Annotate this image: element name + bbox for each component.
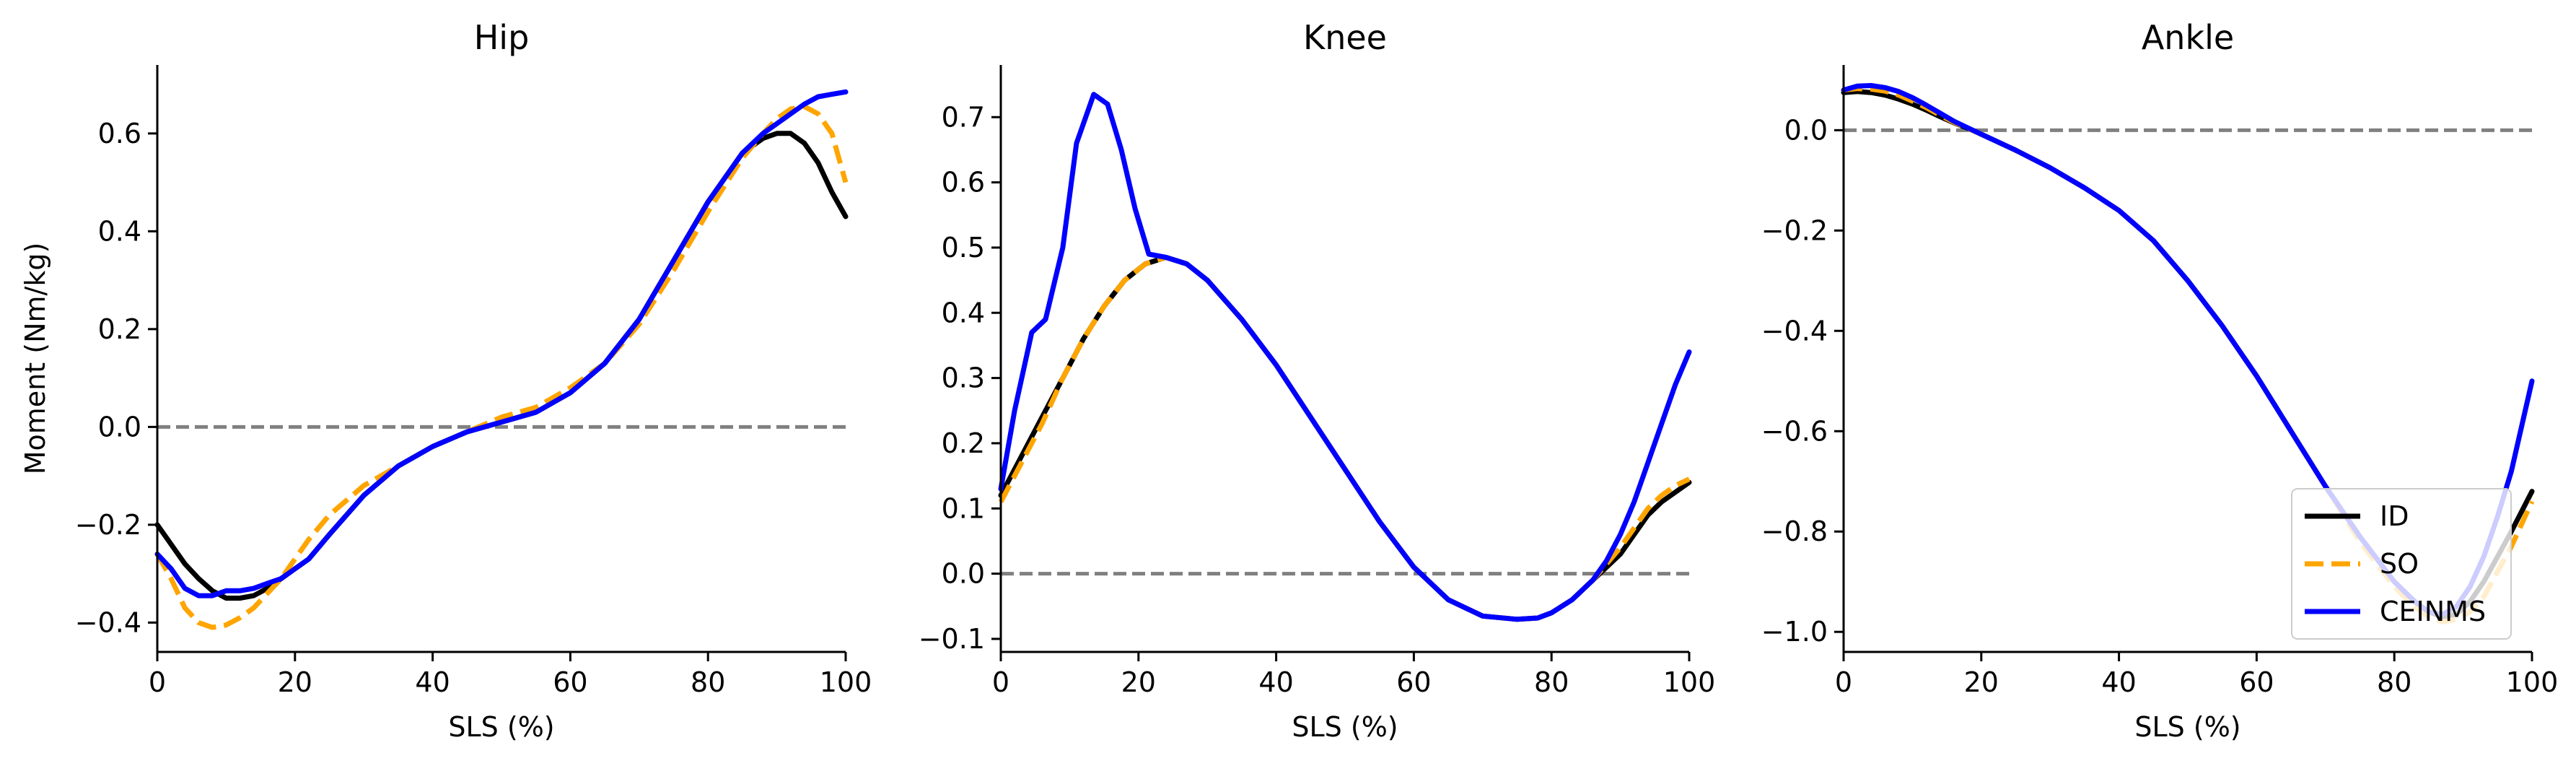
hip-y-tick-label: −0.2 xyxy=(75,509,141,541)
legend-label-ceinms: CEINMS xyxy=(2380,596,2486,627)
hip-y-tick-label: 0.4 xyxy=(98,215,141,247)
knee-y-tick-label: 0.5 xyxy=(942,232,985,264)
hip-y-tick-label: −0.4 xyxy=(75,606,141,638)
knee-x-tick-label: 80 xyxy=(1534,666,1569,698)
hip-x-tick-label: 0 xyxy=(149,666,166,698)
knee-series-so xyxy=(998,255,1691,622)
knee-y-tick-label: 0.1 xyxy=(942,492,985,524)
hip-x-tick-label: 40 xyxy=(415,666,450,698)
knee-panel-title: Knee xyxy=(1303,18,1387,57)
hip-y-axis-label: Moment (Nm/kg) xyxy=(19,243,51,475)
knee-y-tick-label: 0.7 xyxy=(942,101,985,133)
knee-x-tick-label: 20 xyxy=(1121,666,1156,698)
hip-y-tick-label: 0.2 xyxy=(98,313,141,345)
ankle-y-tick-label: −1.0 xyxy=(1761,616,1828,648)
knee-y-tick-label: 0.3 xyxy=(942,362,985,394)
knee-panel: 0 20 40 60 80 100 −0.1 0.0 0.1 0.2 0.3 0.4 0.5 0.6 0.7… xyxy=(919,18,1716,743)
knee-x-tick-label: 100 xyxy=(1663,666,1716,698)
knee-x-axis-label: SLS (%) xyxy=(1292,711,1398,743)
legend: ID SO CEINMS xyxy=(2291,488,2512,640)
ankle-x-axis-label: SLS (%) xyxy=(2134,711,2240,743)
hip-x-tick-label: 80 xyxy=(691,666,725,698)
knee-x-tick-label: 40 xyxy=(1258,666,1293,698)
ankle-y-tick-label: −0.8 xyxy=(1761,515,1828,547)
ankle-x-tick-label: 20 xyxy=(1964,666,1999,698)
knee-series-id xyxy=(998,255,1692,622)
hip-x-axis-label: SLS (%) xyxy=(448,711,554,743)
knee-x-tick-label: 0 xyxy=(992,666,1009,698)
ankle-y-tick-label: −0.4 xyxy=(1761,315,1828,347)
knee-series-ceinms xyxy=(998,92,1692,622)
hip-x-tick-label: 20 xyxy=(278,666,312,698)
knee-y-tick-label: 0.6 xyxy=(942,167,985,199)
knee-y-tick-label: 0.2 xyxy=(942,427,985,459)
ankle-y-tick-label: 0.0 xyxy=(1784,114,1828,146)
legend-frame xyxy=(2291,488,2512,640)
hip-series-ceinms xyxy=(154,89,849,599)
legend-label-so: SO xyxy=(2380,548,2419,580)
ankle-x-tick-label: 60 xyxy=(2239,666,2274,698)
knee-y-tick-label: −0.1 xyxy=(919,623,985,655)
hip-series-so xyxy=(154,104,849,630)
ankle-panel-title: Ankle xyxy=(2142,18,2234,57)
hip-series-id xyxy=(154,131,849,601)
ankle-x-tick-label: 100 xyxy=(2506,666,2559,698)
ankle-x-tick-label: 0 xyxy=(1835,666,1852,698)
ankle-y-tick-label: −0.2 xyxy=(1761,214,1828,246)
ankle-x-tick-label: 40 xyxy=(2101,666,2136,698)
knee-y-tick-label: 0.0 xyxy=(942,558,985,590)
ankle-y-tick-label: −0.6 xyxy=(1761,415,1828,447)
knee-x-tick-label: 60 xyxy=(1396,666,1431,698)
hip-y-tick-label: 0.0 xyxy=(98,411,141,443)
ankle-x-tick-label: 80 xyxy=(2377,666,2411,698)
hip-x-tick-label: 100 xyxy=(820,666,872,698)
hip-panel: 0 20 40 60 80 100 −0.4 −0.2 0.0 0.2 0.4 0.6 Hip SLS (… xyxy=(19,18,872,743)
legend-label-id: ID xyxy=(2380,500,2409,532)
hip-x-tick-label: 60 xyxy=(553,666,587,698)
hip-panel-title: Hip xyxy=(474,18,530,57)
hip-y-tick-label: 0.6 xyxy=(98,118,141,149)
knee-y-tick-label: 0.4 xyxy=(942,297,985,328)
